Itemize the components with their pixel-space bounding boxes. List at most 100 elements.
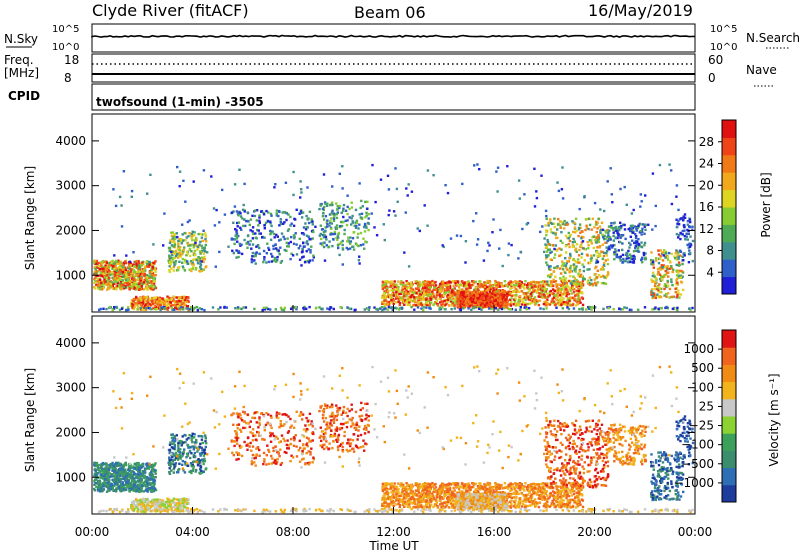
heatmap-cell: [186, 242, 190, 245]
heatmap-cell: [308, 259, 311, 262]
heatmap-cell: [547, 224, 550, 227]
heatmap-cell: [570, 292, 573, 295]
heatmap-cell: [170, 306, 173, 310]
heatmap-cell: [569, 267, 572, 270]
heatmap-cell: [199, 266, 202, 269]
heatmap-cell: [172, 245, 175, 248]
heatmap-cell: [330, 201, 334, 204]
heatmap-cell: [555, 282, 558, 286]
heatmap-cell: [395, 187, 399, 191]
heatmap-cell: [406, 194, 409, 197]
heatmap-cell: [456, 295, 459, 299]
heatmap-cell: [652, 266, 655, 269]
heatmap-cell: [150, 268, 153, 271]
heatmap-cell: [232, 221, 235, 224]
heatmap-cell: [439, 301, 442, 304]
heatmap-cell: [658, 283, 661, 286]
heatmap-cell: [556, 294, 559, 297]
heatmap-cell: [553, 256, 556, 259]
heatmap-cell: [614, 236, 618, 240]
heatmap-cell: [539, 292, 542, 296]
heatmap-cell: [106, 283, 110, 287]
heatmap-cell: [321, 207, 325, 210]
heatmap-cell: [566, 299, 569, 303]
heatmap-cell: [632, 254, 635, 258]
heatmap-cell: [240, 307, 243, 311]
heatmap-cell: [423, 293, 426, 296]
heatmap-cell: [410, 305, 413, 309]
heatmap-cell: [518, 285, 521, 288]
heatmap-cell: [506, 165, 509, 168]
heatmap-cell: [97, 261, 100, 265]
heatmap-cell: [160, 306, 163, 309]
heatmap-cell: [474, 280, 478, 283]
heatmap-cell: [142, 299, 145, 302]
heatmap-cell: [596, 276, 599, 279]
heatmap-cell: [148, 281, 151, 284]
heatmap-cell: [535, 291, 538, 294]
heatmap-cell: [232, 251, 235, 255]
heatmap-cell: [490, 297, 494, 301]
heatmap-cell: [249, 239, 252, 243]
heatmap-cell: [259, 232, 262, 235]
heatmap-cell: [517, 303, 520, 307]
heatmap-cell: [558, 294, 562, 297]
heatmap-cell: [128, 280, 132, 283]
heatmap-cell: [144, 287, 147, 290]
heatmap-cell: [567, 292, 571, 296]
heatmap-cell: [670, 202, 674, 206]
heatmap-cell: [436, 289, 439, 292]
heatmap-cell: [556, 288, 560, 291]
heatmap-cell: [176, 300, 179, 303]
heatmap-cell: [401, 288, 404, 291]
heatmap-cell: [105, 288, 109, 291]
heatmap-cell: [104, 271, 107, 274]
heatmap-cell: [113, 282, 116, 285]
heatmap-cell: [641, 256, 644, 259]
heatmap-cell: [580, 286, 583, 289]
heatmap-cell: [136, 274, 140, 277]
heatmap-cell: [686, 238, 689, 241]
heatmap-cell: [675, 274, 679, 277]
heatmap-cell: [154, 306, 157, 309]
heatmap-cell: [497, 308, 500, 311]
heatmap-cell: [283, 306, 286, 310]
heatmap-cell: [447, 289, 451, 292]
heatmap-cell: [390, 289, 393, 292]
heatmap-cell: [488, 293, 491, 296]
heatmap-cell: [497, 304, 501, 308]
heatmap-cell: [425, 301, 429, 305]
heatmap-cell: [436, 303, 439, 306]
freq-unit: [MHz]: [4, 66, 39, 80]
heatmap-cell: [178, 185, 181, 188]
heatmap-cell: [444, 291, 448, 294]
heatmap-cell: [540, 280, 543, 284]
heatmap-cell: [381, 296, 384, 300]
heatmap-cell: [547, 265, 551, 268]
heatmap-cell: [115, 273, 118, 276]
heatmap-cell: [176, 256, 180, 259]
heatmap-cell: [465, 304, 469, 307]
heatmap-cell: [453, 307, 456, 310]
heatmap-cell: [413, 299, 416, 302]
heatmap-cell: [105, 270, 109, 273]
heatmap-cell: [299, 210, 303, 213]
heatmap-cell: [341, 263, 344, 266]
heatmap-cell: [107, 269, 111, 272]
heatmap-cell: [271, 230, 274, 233]
heatmap-cell: [658, 273, 662, 276]
heatmap-cell: [441, 280, 445, 283]
heatmap-cell: [383, 280, 387, 283]
heatmap-cell: [135, 304, 138, 307]
heatmap-cell: [475, 293, 478, 296]
heatmap-cell: [105, 277, 108, 280]
heatmap-cell: [513, 283, 516, 287]
heatmap-cell: [383, 286, 386, 289]
heatmap-cell: [480, 308, 483, 311]
heatmap-cell: [512, 294, 516, 297]
heatmap-cell: [367, 228, 370, 232]
heatmap-cell: [147, 301, 150, 304]
heatmap-cell: [637, 243, 641, 246]
heatmap-cell: [289, 257, 292, 261]
